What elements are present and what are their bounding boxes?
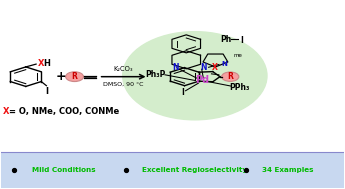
Text: N: N	[200, 63, 207, 72]
Ellipse shape	[123, 32, 267, 120]
Text: N: N	[173, 63, 179, 72]
Text: DMSO, 90 °C: DMSO, 90 °C	[103, 82, 144, 87]
Circle shape	[221, 72, 239, 81]
FancyBboxPatch shape	[1, 152, 344, 188]
Text: me: me	[234, 53, 243, 58]
Text: X: X	[211, 63, 217, 72]
Text: I: I	[181, 88, 184, 97]
Text: Pd: Pd	[195, 75, 209, 85]
Text: R: R	[227, 72, 233, 81]
Text: Mild Conditions: Mild Conditions	[32, 167, 95, 173]
Text: K₂CO₃: K₂CO₃	[114, 66, 133, 72]
Text: X: X	[38, 59, 44, 68]
Text: X: X	[2, 107, 9, 116]
Text: N: N	[221, 60, 227, 67]
Text: R: R	[72, 72, 78, 81]
Text: Excellent Regioselectivity: Excellent Regioselectivity	[141, 167, 247, 173]
Text: Ph: Ph	[220, 35, 231, 44]
Text: Ph₃P: Ph₃P	[145, 70, 166, 79]
Text: I: I	[240, 36, 243, 45]
Text: PPh₃: PPh₃	[229, 83, 250, 92]
Circle shape	[66, 72, 83, 82]
Text: = O, NMe, COO, CONMe: = O, NMe, COO, CONMe	[9, 107, 119, 116]
Text: +: +	[56, 70, 66, 83]
Text: I: I	[45, 87, 48, 96]
Text: 34 Examples: 34 Examples	[262, 167, 313, 173]
Text: H: H	[43, 59, 50, 68]
